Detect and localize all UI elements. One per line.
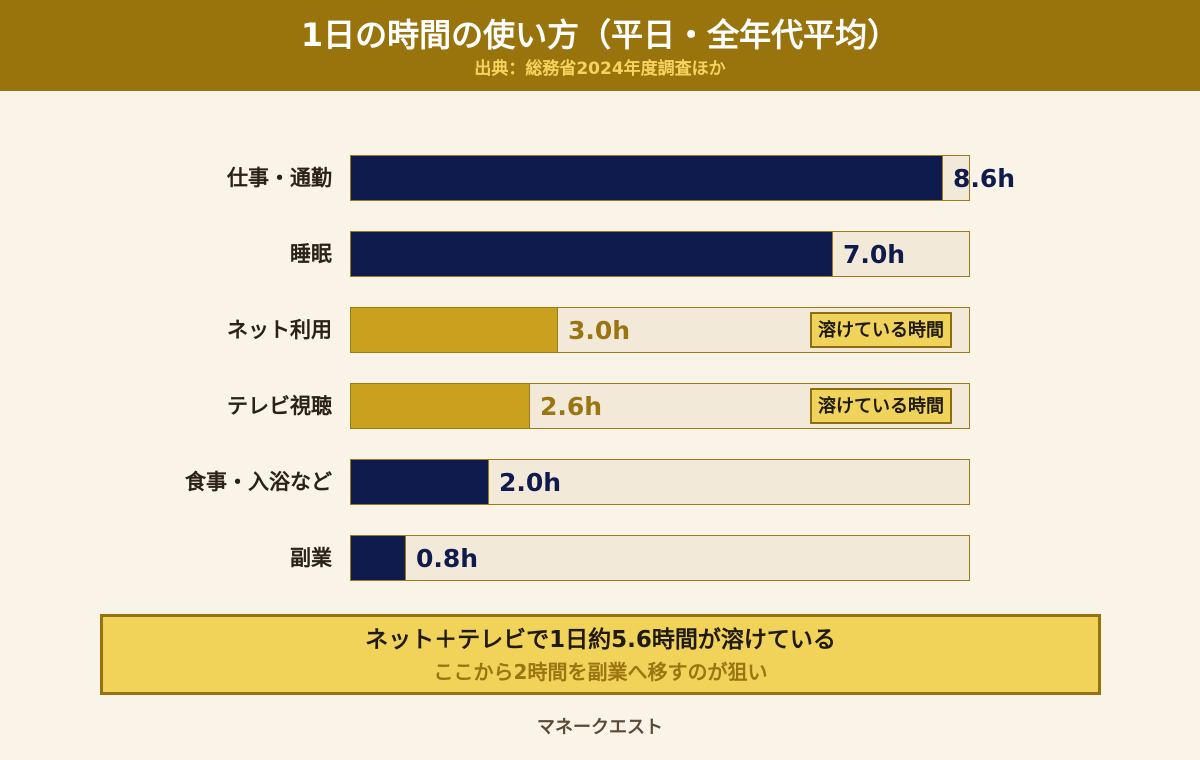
- bar-value-label: 2.6h: [540, 392, 603, 421]
- bar-fill: [351, 536, 406, 580]
- bar-value-label: 8.6h: [953, 164, 1016, 193]
- bar-category-label: 仕事・通勤: [227, 166, 332, 190]
- chart-title: 1日の時間の使い方（平日・全年代平均）: [300, 16, 900, 54]
- callout-main-text: ネット＋テレビで1日約5.6時間が溶けている: [365, 627, 836, 653]
- bar-fill: [351, 308, 558, 352]
- bar-track: 0.8h: [350, 535, 970, 581]
- bar-category-label: 睡眠: [290, 242, 332, 266]
- melting-time-badge: 溶けている時間: [810, 388, 952, 424]
- header-banner: 1日の時間の使い方（平日・全年代平均） 出典：総務省2024年度調査ほか: [0, 0, 1200, 91]
- bar-fill: [351, 460, 489, 504]
- bar-fill: [351, 232, 833, 276]
- bar-category-label: 食事・入浴など: [185, 470, 332, 494]
- callout-sub-text: ここから2時間を副業へ移すのが狙い: [433, 660, 768, 684]
- bar-value-label: 0.8h: [416, 544, 479, 573]
- footer-brand: マネークエスト: [537, 717, 663, 738]
- melting-time-badge: 溶けている時間: [810, 312, 952, 348]
- bar-category-label: 副業: [290, 546, 332, 570]
- bar-fill: [351, 156, 943, 200]
- bar-track: 3.0h 溶けている時間: [350, 307, 970, 353]
- bar-category-label: テレビ視聴: [227, 394, 332, 418]
- bar-track: 2.0h: [350, 459, 970, 505]
- bar-value-label: 7.0h: [843, 240, 906, 269]
- bar-chart: 仕事・通勤 8.6h 睡眠 7.0h ネット利用 3.0h 溶けている時間 テレビ視聴 2.6h…: [0, 120, 1200, 600]
- bar-value-label: 2.0h: [499, 468, 562, 497]
- bar-track: 2.6h 溶けている時間: [350, 383, 970, 429]
- chart-subtitle: 出典：総務省2024年度調査ほか: [474, 59, 726, 79]
- bar-track: 8.6h: [350, 155, 1015, 201]
- bar-fill: [351, 384, 530, 428]
- bar-track: 7.0h: [350, 231, 970, 277]
- bar-value-label: 3.0h: [568, 316, 631, 345]
- callout-box: ネット＋テレビで1日約5.6時間が溶けている ここから2時間を副業へ移すのが狙い: [100, 614, 1101, 695]
- bar-category-label: ネット利用: [227, 318, 332, 342]
